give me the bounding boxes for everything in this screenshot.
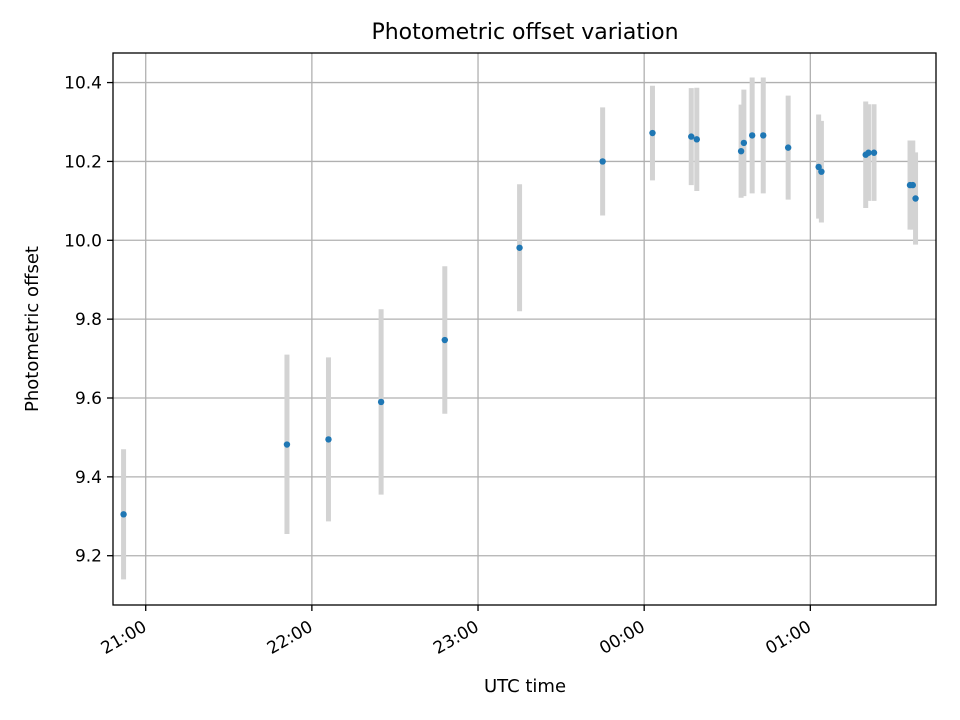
x-tick-label: 21:00 bbox=[98, 617, 150, 659]
data-point bbox=[870, 149, 878, 156]
y-tick-label: 9.4 bbox=[75, 468, 102, 488]
data-point bbox=[325, 436, 332, 443]
data-point bbox=[377, 398, 385, 406]
x-tick-label: 22:00 bbox=[264, 617, 316, 659]
y-tick-label: 9.8 bbox=[75, 310, 102, 330]
x-tick-label: 23:00 bbox=[430, 617, 482, 659]
data-point bbox=[649, 129, 656, 137]
plot-frame bbox=[112, 52, 937, 606]
data-point bbox=[748, 132, 756, 139]
data-point bbox=[815, 163, 822, 171]
data-point bbox=[909, 181, 916, 189]
data-point bbox=[912, 195, 919, 202]
x-tick-label: 01:00 bbox=[762, 617, 814, 659]
y-tick-label: 9.2 bbox=[75, 547, 102, 567]
y-axis: 9.2 9.4 9.6 9.8 10.0 10.2 10.4 bbox=[64, 74, 113, 567]
data-point bbox=[283, 441, 291, 448]
y-axis-title: Photometric offset bbox=[22, 246, 43, 412]
data-point bbox=[516, 244, 523, 251]
y-tick-label: 10.0 bbox=[64, 231, 102, 251]
chart-title: Photometric offset variation bbox=[371, 20, 678, 45]
data-point bbox=[737, 147, 745, 155]
data-point bbox=[760, 132, 767, 139]
data-point bbox=[740, 139, 748, 147]
data-point bbox=[865, 149, 872, 156]
data-point bbox=[818, 168, 825, 175]
data-points bbox=[120, 129, 919, 518]
data-point bbox=[120, 511, 127, 518]
grid bbox=[113, 53, 936, 605]
x-axis: 21:00 22:00 23:00 00:00 01:00 bbox=[98, 605, 815, 659]
y-tick-label: 9.6 bbox=[75, 389, 102, 409]
data-point bbox=[599, 158, 606, 165]
data-point bbox=[688, 133, 695, 140]
y-tick-label: 10.4 bbox=[64, 74, 102, 94]
data-point bbox=[441, 336, 448, 344]
error-bars bbox=[121, 77, 919, 580]
y-tick-label: 10.2 bbox=[64, 152, 102, 172]
x-axis-title: UTC time bbox=[484, 676, 566, 697]
data-point bbox=[693, 136, 700, 143]
data-point bbox=[784, 144, 792, 151]
x-tick-label: 00:00 bbox=[596, 617, 648, 659]
